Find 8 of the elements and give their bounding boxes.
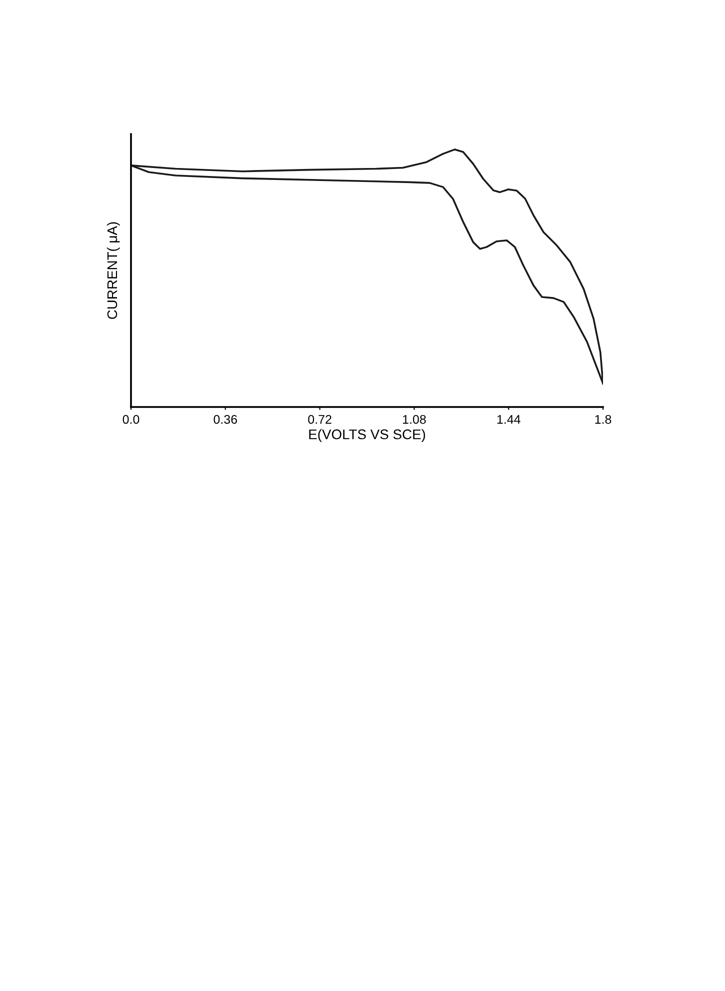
x-tick-label: 0.36 [214, 414, 238, 424]
x-tick-label: 1.44 [497, 415, 520, 424]
x-tick-label: 0.0 [122, 414, 140, 424]
x-axis-title: E(VOLTS VS SCE) [309, 429, 426, 442]
x-tick-label: 1.8 [595, 414, 612, 424]
y-axis-title: CURRENT( μA) [106, 222, 120, 319]
x-tick-label: 0.72 [308, 414, 332, 424]
x-tick-label: 1.08 [402, 414, 426, 424]
